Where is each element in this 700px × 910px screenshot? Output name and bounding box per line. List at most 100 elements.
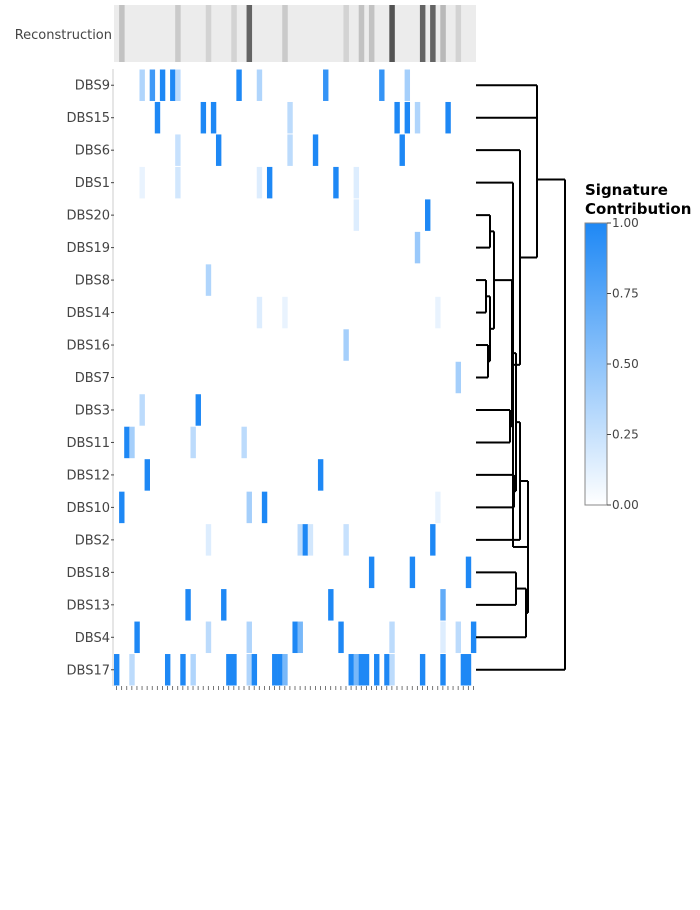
row-label: DBS3 xyxy=(75,403,110,418)
heatmap-cell xyxy=(164,654,171,686)
reconstruction-cell xyxy=(343,5,349,62)
heatmap-cell xyxy=(389,621,395,654)
colorbar-tick-label: 1.00 xyxy=(612,216,639,230)
heatmap-cell xyxy=(440,654,446,686)
heatmap-cell xyxy=(435,491,441,524)
heatmap-cell xyxy=(440,621,446,654)
heatmap-cell xyxy=(358,654,365,686)
heatmap-cell xyxy=(470,621,477,654)
heatmap-cell xyxy=(119,491,125,524)
colorbar-tick-label: 0.75 xyxy=(612,287,639,301)
heatmap-cell xyxy=(175,166,181,199)
reconstruction-label: Reconstruction xyxy=(15,28,112,43)
row-label: DBS7 xyxy=(75,371,110,386)
heatmap-cell xyxy=(200,101,207,134)
heatmap-cell xyxy=(363,654,370,686)
heatmap-cell xyxy=(226,654,232,686)
reconstruction-cell xyxy=(368,5,375,62)
row-label: DBS13 xyxy=(67,598,111,613)
heatmap-cell xyxy=(256,166,263,199)
heatmap-cell xyxy=(205,264,212,296)
heatmap-cell xyxy=(297,621,303,654)
heatmap-background xyxy=(114,69,476,686)
heatmap-cell xyxy=(190,654,196,686)
reconstruction-cell xyxy=(205,5,212,62)
row-label: DBS9 xyxy=(75,79,110,94)
heatmap-cell xyxy=(282,296,288,329)
reconstruction-strip xyxy=(114,5,476,62)
row-label: DBS19 xyxy=(67,241,111,256)
heatmap-cell xyxy=(317,459,324,491)
row-label: DBS4 xyxy=(75,631,110,646)
reconstruction-cell xyxy=(175,5,181,62)
heatmap-cell xyxy=(460,654,467,686)
heatmap-cell xyxy=(394,101,400,134)
row-label: DBS2 xyxy=(75,533,110,548)
heatmap-cell xyxy=(149,69,156,101)
heatmap-cell xyxy=(425,199,431,231)
colorbar: Signature Contribution 1.00 0.75 0.50 0.25 0… xyxy=(584,181,691,512)
heatmap-cell xyxy=(333,166,339,199)
colorbar-tick-label: 0.25 xyxy=(612,428,639,442)
heatmap-cell xyxy=(277,654,283,686)
heatmap-cell xyxy=(455,621,462,654)
heatmap-cell xyxy=(297,524,303,556)
heatmap-cell xyxy=(266,166,273,199)
heatmap-cell xyxy=(455,361,462,394)
heatmap-cell xyxy=(129,426,135,459)
heatmap-cell xyxy=(389,654,395,686)
row-label: DBS16 xyxy=(67,339,111,354)
heatmap-cell xyxy=(251,654,258,686)
heatmap-cell xyxy=(282,654,288,686)
reconstruction-cell xyxy=(246,5,253,62)
heatmap-cell xyxy=(328,589,334,621)
row-label: DBS1 xyxy=(75,176,110,191)
row-label: DBS14 xyxy=(67,306,111,321)
colorbar-title-line2: Contribution xyxy=(585,200,691,218)
row-labels: DBS9 DBS15 DBS6 DBS1 DBS20 DBS19 DBS8 DBS14 DBS1… xyxy=(67,79,114,678)
heatmap-cell xyxy=(139,394,145,426)
row-label: DBS10 xyxy=(67,501,111,516)
heatmap-cell xyxy=(430,524,436,556)
heatmap-cell xyxy=(465,556,472,589)
row-label: DBS6 xyxy=(75,144,110,159)
heatmap-cell xyxy=(414,101,421,134)
heatmap-cell xyxy=(144,459,150,491)
heatmap-cell xyxy=(124,426,130,459)
heatmap-cell xyxy=(409,556,416,589)
column-labels xyxy=(116,686,474,690)
colorbar-title-line1: Signature xyxy=(585,181,668,199)
reconstruction-cell xyxy=(419,5,426,62)
colorbar-tick-label: 0.00 xyxy=(612,498,639,512)
heatmap-cell xyxy=(302,524,309,556)
reconstruction-cell xyxy=(430,5,436,62)
heatmap-cell xyxy=(404,101,411,134)
heatmap-cell xyxy=(307,524,314,556)
reconstruction-cell xyxy=(231,5,237,62)
heatmap-cell xyxy=(374,654,380,686)
heatmap-cell xyxy=(445,101,451,134)
heatmap-cell xyxy=(246,491,252,524)
heatmap-cell xyxy=(180,654,186,686)
row-label: DBS11 xyxy=(67,436,111,451)
heatmap-cell xyxy=(195,394,201,426)
heatmap-cell xyxy=(287,101,293,134)
heatmap-cell xyxy=(215,134,222,166)
heatmap-cell xyxy=(312,134,319,166)
heatmap-cell xyxy=(292,621,298,654)
reconstruction-cell xyxy=(389,5,395,62)
heatmap-cell xyxy=(159,69,166,101)
heatmap-cell xyxy=(231,654,237,686)
colorbar-gradient xyxy=(584,222,608,506)
heatmap-cell xyxy=(205,524,212,556)
heatmap-cell xyxy=(170,69,176,101)
heatmap-cell xyxy=(139,69,145,101)
dendrogram xyxy=(476,84,566,671)
heatmap-cells xyxy=(112,69,477,686)
heatmap-cell xyxy=(323,69,329,101)
heatmap-cell xyxy=(348,654,354,686)
heatmap-cell xyxy=(256,296,263,329)
heatmap-cell xyxy=(440,589,446,621)
heatmap-cell xyxy=(419,654,426,686)
